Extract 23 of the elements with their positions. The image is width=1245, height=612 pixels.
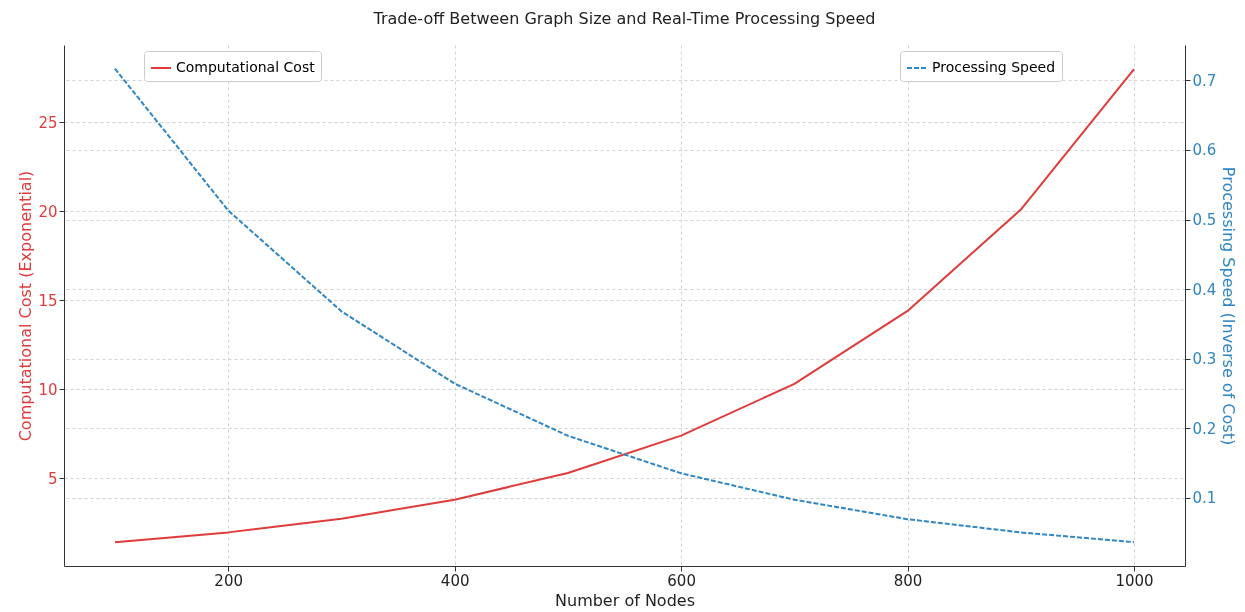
y-tick-label: 25 <box>38 113 58 132</box>
y2-tick-label: 0.2 <box>1192 419 1217 438</box>
y2-tick-label: 0.5 <box>1192 211 1217 230</box>
y2-tick-label: 0.7 <box>1192 71 1217 90</box>
x-tick-label: 800 <box>893 571 923 590</box>
y2-tick-label: 0.1 <box>1192 489 1217 508</box>
y2-tick-label: 0.3 <box>1192 350 1217 369</box>
y2-axis-title: Processing Speed (Inverse of Cost) <box>1219 166 1239 446</box>
y-tick-label: 10 <box>38 380 58 399</box>
y-tick-label: 20 <box>38 202 58 221</box>
x-tick-label: 1000 <box>1115 571 1154 590</box>
x-tick-label: 200 <box>214 571 244 590</box>
y-tick-label: 5 <box>47 469 58 488</box>
legend-label: Computational Cost <box>176 59 316 75</box>
y2-tick-label: 0.6 <box>1192 141 1217 160</box>
y-axis-title: Computational Cost (Exponential) <box>16 170 36 442</box>
x-axis-title: Number of Nodes <box>555 590 695 610</box>
y-tick-label: 15 <box>38 291 58 310</box>
legend-label: Processing Speed <box>932 59 1056 75</box>
y2-tick-label: 0.4 <box>1192 280 1217 299</box>
x-tick-label: 600 <box>667 571 696 590</box>
chart-title: Trade-off Between Graph Size and Real-Time Processing Speed <box>372 9 876 28</box>
x-tick-label: 400 <box>440 571 470 590</box>
